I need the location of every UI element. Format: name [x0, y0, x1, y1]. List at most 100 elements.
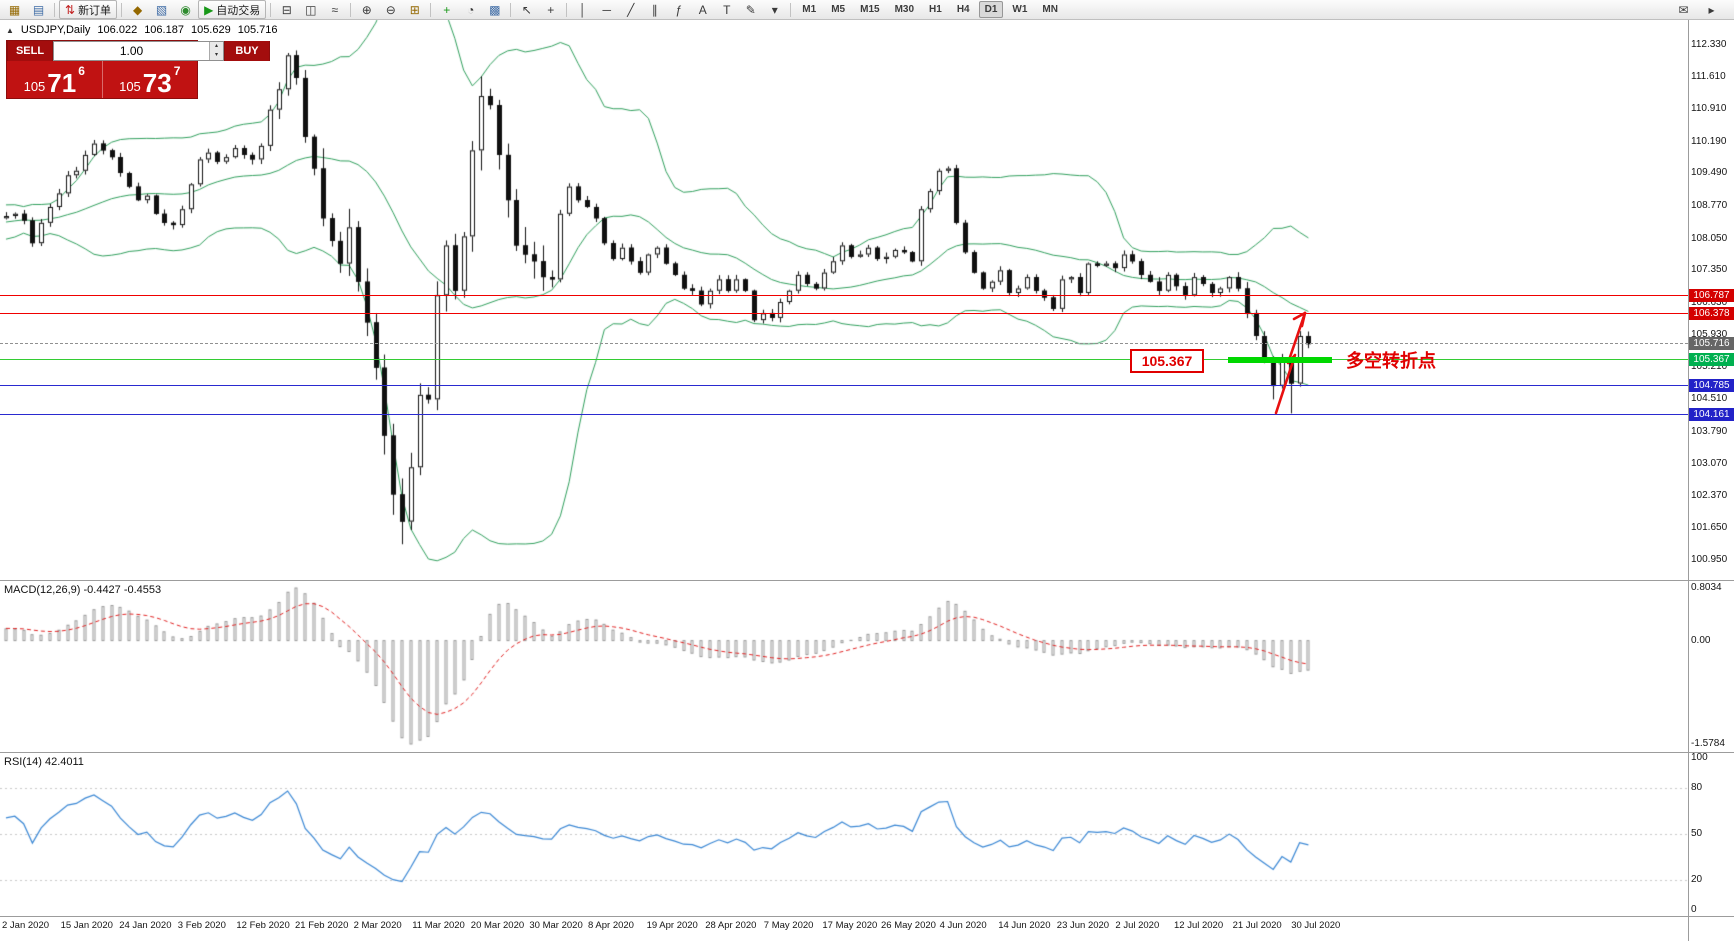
timeframe-m5-button[interactable]: M5	[831, 4, 846, 15]
price-level-line-106.787[interactable]	[0, 294, 1688, 296]
date-axis-label: 7 May 2020	[763, 920, 814, 931]
crosshair-icon[interactable]: +	[539, 0, 562, 19]
price-axis-label: 105.210	[1691, 361, 1728, 373]
macd-values: -0.4427 -0.4553	[83, 584, 162, 596]
date-axis-label: 23 Jun 2020	[1056, 920, 1110, 931]
new-chart-icon[interactable]: ▦	[3, 0, 26, 19]
price-axis-label: 102.370	[1691, 489, 1728, 501]
macd-axis-label: 0.00	[1691, 634, 1711, 646]
level-price-label[interactable]: 105.367	[1130, 349, 1204, 374]
price-level-line-106.378[interactable]	[0, 313, 1688, 315]
rsi-axis-label: 50	[1691, 828, 1703, 839]
bar-chart-icon[interactable]: ⊟	[275, 0, 298, 19]
date-axis-label: 2 Jul 2020	[1115, 920, 1160, 931]
shapes-dropdown-icon: ▾	[771, 2, 778, 17]
sell-button[interactable]: SELL	[7, 41, 53, 61]
price-tag-105.716: 105.716	[1689, 337, 1734, 351]
buy-price-prefix: 105	[119, 79, 141, 94]
trendline-icon: ╱	[627, 2, 635, 17]
volume-input[interactable]	[54, 42, 209, 60]
price-tag-105.367: 105.367	[1689, 353, 1734, 367]
chart-window-icon[interactable]: ▧	[150, 0, 173, 19]
volume-up-icon[interactable]: ▴	[210, 42, 223, 51]
rsi-panel-separator[interactable]	[0, 752, 1734, 753]
price-level-line-104.785[interactable]	[0, 385, 1688, 387]
sell-price[interactable]: 105 71 6	[7, 61, 102, 98]
text-icon[interactable]: A	[691, 0, 714, 19]
macd-title: MACD(12,26,9)	[4, 584, 81, 596]
timeframe-d1-button[interactable]: D1	[978, 1, 1004, 18]
expert-advisors-icon[interactable]: ◆	[126, 0, 149, 19]
sell-price-big: 71	[47, 68, 77, 98]
date-axis-label: 24 Jan 2020	[119, 920, 172, 931]
volume-down-icon[interactable]: ▾	[210, 51, 223, 60]
zoom-out-icon[interactable]: ⊖	[379, 0, 402, 19]
tile-windows-icon[interactable]: ⊞	[403, 0, 426, 19]
new-chart-icon: ▦	[8, 2, 21, 17]
timeframe-m1-button[interactable]: M1	[802, 4, 817, 15]
scroll-arrow-icon: ▸	[1708, 2, 1715, 17]
line-chart-icon[interactable]: ≈	[323, 0, 346, 19]
one-click-trading-widget: SELL ▴ ▾ BUY 105 71 6 105 73 7	[6, 40, 270, 99]
channel-icon[interactable]: ∥	[643, 0, 666, 19]
toolbar-separator	[430, 2, 432, 17]
fibonacci-icon[interactable]: ƒ	[667, 0, 690, 19]
market-watch-icon: ◉	[180, 2, 191, 17]
scroll-arrow-icon[interactable]: ▸	[1700, 0, 1723, 19]
price-axis-label: 110.910	[1691, 103, 1727, 115]
autotrading-button-label: 自动交易	[216, 4, 261, 17]
candlestick-chart-icon[interactable]: ◫	[299, 0, 322, 19]
buy-button[interactable]: BUY	[224, 41, 270, 61]
new-order-button[interactable]: ⇅ 新订单	[59, 0, 118, 19]
periods-icon: ◔	[467, 2, 475, 17]
price-level-line-105.716[interactable]	[0, 343, 1688, 345]
timeframe-mn-button[interactable]: MN	[1042, 4, 1058, 15]
chart-profiles-icon[interactable]: ▤	[27, 0, 50, 19]
toolbar-separator	[270, 2, 272, 17]
line-chart-icon: ≈	[331, 2, 339, 17]
one-click-prices: 105 71 6 105 73 7	[7, 61, 197, 98]
one-click-expander-icon[interactable]: ▲	[6, 25, 14, 35]
buy-price[interactable]: 105 73 7	[101, 61, 198, 98]
mail-icon[interactable]: ✉	[1672, 0, 1695, 19]
indicators-icon: +	[443, 2, 451, 17]
main-toolbar: ▦ ▤ ⇅ 新订单 ◆ ▧ ◉ ▶ 自动交易 ⊟ ◫ ≈ ⊕ ⊖ ⊞ + ◔ ▩ ↖ + │ ─ ╱ ∥ ƒ A T ✎ ▾ M1 M5 M1…	[0, 0, 1734, 20]
periods-icon[interactable]: ◔	[459, 0, 482, 19]
market-watch-icon[interactable]: ◉	[174, 0, 197, 19]
indicators-icon[interactable]: +	[435, 0, 458, 19]
timeframe-m15-button[interactable]: M15	[860, 4, 880, 15]
vertical-line-icon[interactable]: │	[571, 0, 594, 19]
price-axis-label: 111.610	[1691, 71, 1726, 83]
timeframe-h1-button[interactable]: H1	[929, 4, 942, 15]
autotrading-button[interactable]: ▶ 自动交易	[198, 0, 267, 19]
cursor-icon[interactable]: ↖	[515, 0, 538, 19]
trendline-icon[interactable]: ╱	[619, 0, 642, 19]
timeframe-w1-button[interactable]: W1	[1012, 4, 1028, 15]
shapes-icon[interactable]: ✎	[739, 0, 762, 19]
rsi-axis-label: 100	[1691, 752, 1708, 763]
turning-point-line[interactable]	[1228, 357, 1332, 364]
templates-icon[interactable]: ▩	[483, 0, 506, 19]
price-axis-label: 112.330	[1691, 38, 1727, 50]
price-level-line-105.367[interactable]	[0, 359, 1688, 361]
volume-box: ▴ ▾	[53, 41, 224, 61]
toolbar-right-group: ✉ ▸	[1672, 0, 1731, 19]
zoom-in-icon[interactable]: ⊕	[355, 0, 378, 19]
date-axis-separator	[0, 916, 1734, 917]
macd-panel-separator[interactable]	[0, 580, 1734, 581]
price-axis-label: 101.650	[1691, 522, 1728, 534]
shapes-dropdown-icon[interactable]: ▾	[763, 0, 786, 19]
turning-point-text[interactable]: 多空转折点	[1346, 351, 1436, 372]
timeframe-h4-button[interactable]: H4	[956, 4, 970, 15]
chart-profiles-icon: ▤	[32, 2, 45, 17]
new-order-button-label: 新订单	[78, 4, 112, 17]
date-axis-label: 14 Jun 2020	[998, 920, 1051, 931]
axis-separator	[1688, 20, 1689, 941]
label-icon[interactable]: T	[715, 0, 738, 19]
horizontal-line-icon[interactable]: ─	[595, 0, 618, 19]
date-axis-label: 30 Jul 2020	[1291, 920, 1341, 931]
price-level-line-104.161[interactable]	[0, 413, 1688, 415]
timeframe-m30-button[interactable]: M30	[894, 4, 915, 15]
